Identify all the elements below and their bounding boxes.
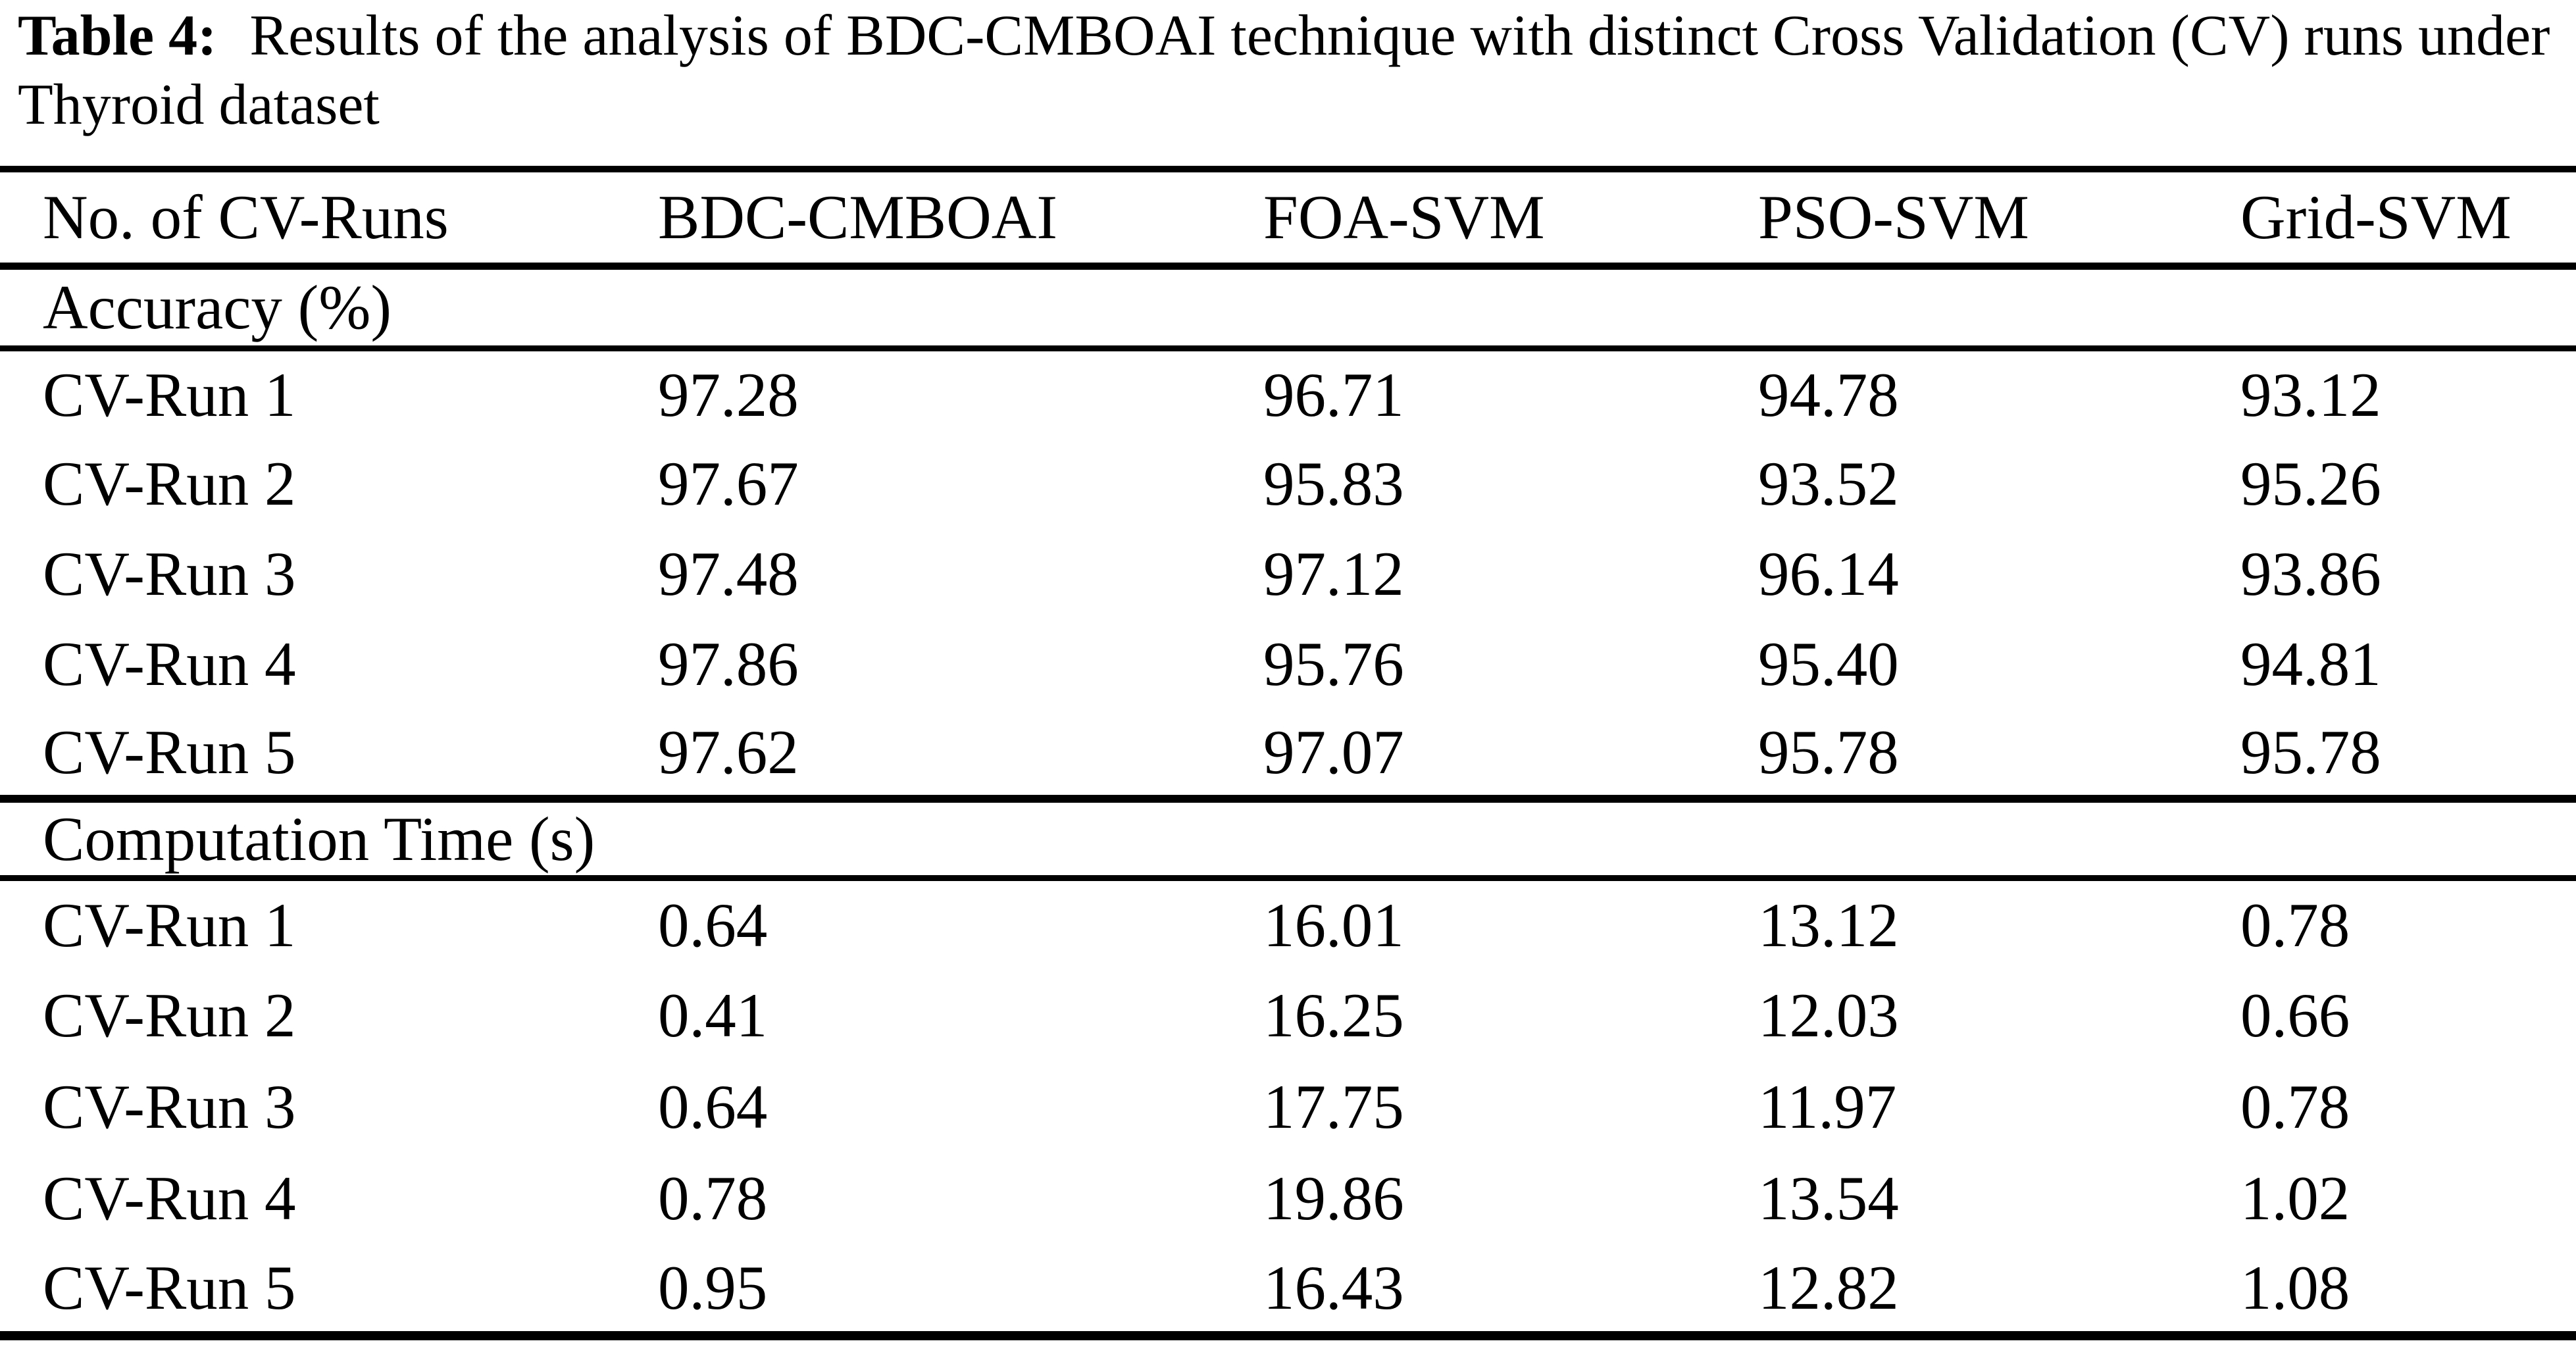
value-cell: 97.48 [658, 538, 799, 609]
row-label-cell: CV-Run 1 [43, 359, 296, 430]
value-cell: 93.12 [2240, 359, 2381, 430]
value-cell: 11.97 [1758, 1072, 1897, 1142]
value-cell: 96.71 [1263, 359, 1404, 430]
section-header-accuracy: Accuracy (%) [0, 266, 2576, 351]
value-cell: 95.26 [2240, 448, 2381, 518]
value-cell: 0.95 [658, 1252, 768, 1323]
table-row: CV-Run 2 0.41 16.25 12.03 0.66 [0, 970, 2576, 1061]
section-title: Accuracy (%) [0, 266, 2576, 351]
results-table: No. of CV-Runs BDC-CMBOAI FOA-SVM PSO-SV… [0, 166, 2576, 1340]
value-cell: 94.78 [1758, 359, 1899, 430]
table-row: CV-Run 5 97.62 97.07 95.78 95.78 [0, 709, 2576, 803]
column-header-pso-svm: PSO-SVM [1758, 169, 2240, 270]
table-row: CV-Run 4 0.78 19.86 13.54 1.02 [0, 1153, 2576, 1244]
value-cell: 95.40 [1758, 628, 1899, 699]
row-label-cell: CV-Run 5 [0, 709, 658, 803]
value-cell: 95.83 [1263, 448, 1404, 518]
section-title: Computation Time (s) [0, 799, 2576, 881]
column-header-grid-svm: Grid-SVM [2240, 169, 2576, 270]
value-cell: 16.01 [1263, 890, 1404, 961]
value-cell: 97.28 [658, 359, 799, 430]
value-cell: 97.67 [658, 448, 799, 518]
row-label-cell: CV-Run 4 [43, 1163, 296, 1233]
table-row: CV-Run 2 97.67 95.83 93.52 95.26 [0, 438, 2576, 528]
value-cell: 97.62 [658, 709, 1263, 803]
value-cell: 17.75 [1263, 1072, 1404, 1142]
table-row: CV-Run 3 0.64 17.75 11.97 0.78 [0, 1061, 2576, 1153]
table-row: CV-Run 4 97.86 95.76 95.40 94.81 [0, 619, 2576, 709]
value-cell: 0.64 [658, 890, 768, 961]
value-cell: 19.86 [1263, 1163, 1404, 1233]
table-row: CV-Run 5 0.95 16.43 12.82 1.08 [0, 1244, 2576, 1336]
value-cell: 95.76 [1263, 628, 1404, 699]
value-cell: 0.64 [658, 1072, 768, 1142]
value-cell: 0.41 [658, 980, 768, 1050]
value-cell: 12.03 [1758, 980, 1899, 1050]
value-cell: 94.81 [2240, 628, 2381, 699]
value-cell: 93.86 [2240, 538, 2381, 609]
value-cell: 1.08 [2240, 1252, 2350, 1323]
table-caption-number: Table 4: [18, 4, 217, 68]
value-cell: 96.14 [1758, 538, 1899, 609]
value-cell: 95.78 [2240, 709, 2576, 803]
value-cell: 13.54 [1758, 1163, 1899, 1233]
value-cell: 93.52 [1758, 448, 1899, 518]
value-cell: 16.25 [1263, 980, 1404, 1050]
column-header-foa-svm: FOA-SVM [1263, 169, 1758, 270]
table-caption: Table 4: Results of the analysis of BDC-C… [18, 1, 2564, 139]
row-label-cell: CV-Run 1 [43, 890, 296, 961]
row-label-cell: CV-Run 3 [43, 1072, 296, 1142]
row-label-cell: CV-Run 2 [43, 448, 296, 518]
value-cell: 1.02 [2240, 1163, 2350, 1233]
value-cell: 0.78 [2240, 1072, 2350, 1142]
row-label-cell: CV-Run 5 [43, 1252, 296, 1323]
value-cell: 0.66 [2240, 980, 2350, 1050]
table-row: CV-Run 1 97.28 96.71 94.78 93.12 [0, 348, 2576, 438]
value-cell: 0.78 [658, 1163, 768, 1233]
value-cell: 97.86 [658, 628, 799, 699]
row-label-cell: CV-Run 3 [43, 538, 296, 609]
column-header-bdc-cmboai: BDC-CMBOAI [658, 169, 1263, 270]
value-cell: 13.12 [1758, 890, 1899, 961]
table-caption-text: Results of the analysis of BDC-CMBOAI te… [18, 4, 2550, 137]
value-cell: 16.43 [1263, 1252, 1404, 1323]
value-cell: 0.78 [2240, 890, 2350, 961]
table-header-row: No. of CV-Runs BDC-CMBOAI FOA-SVM PSO-SV… [0, 169, 2576, 270]
value-cell: 95.78 [1758, 709, 2240, 803]
section-header-computation-time: Computation Time (s) [0, 799, 2576, 881]
value-cell: 97.07 [1263, 709, 1758, 803]
value-cell: 97.12 [1263, 538, 1404, 609]
table-row: CV-Run 3 97.48 97.12 96.14 93.86 [0, 528, 2576, 619]
row-label-cell: CV-Run 4 [43, 628, 296, 699]
value-cell: 12.82 [1758, 1252, 1899, 1323]
column-header-no-of-cv-runs: No. of CV-Runs [0, 169, 658, 270]
table-row: CV-Run 1 0.64 16.01 13.12 0.78 [0, 878, 2576, 970]
row-label-cell: CV-Run 2 [43, 980, 296, 1050]
